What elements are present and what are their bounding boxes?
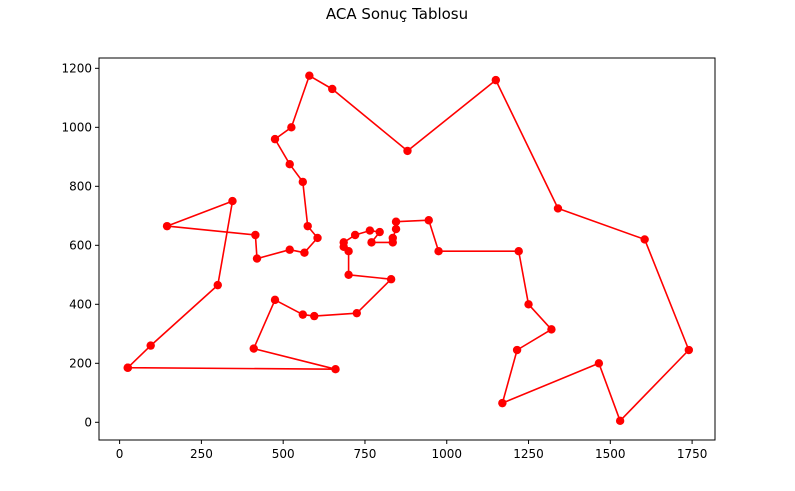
y-tick-label: 1000	[61, 120, 92, 134]
x-tick-label: 1500	[595, 447, 626, 461]
city-point	[298, 177, 308, 187]
city-point	[365, 226, 375, 235]
city-point	[287, 123, 296, 132]
city-point	[491, 75, 501, 85]
y-tick-label: 800	[69, 179, 92, 193]
city-point	[386, 275, 396, 284]
city-point	[684, 345, 694, 355]
city-point	[270, 134, 280, 144]
x-tick-label: 750	[354, 447, 377, 461]
x-axis: 0 250 500 750 1000 1250 1500 1750	[116, 440, 708, 461]
x-tick-label: 1000	[431, 447, 462, 461]
city-point	[512, 345, 522, 355]
city-point	[251, 230, 260, 240]
y-tick-label: 400	[69, 297, 92, 311]
tour-series	[123, 71, 694, 426]
city-point	[640, 235, 649, 244]
city-point	[303, 221, 312, 231]
y-tick-label: 200	[69, 356, 92, 370]
city-point	[213, 280, 222, 290]
city-point	[162, 221, 172, 231]
city-point	[249, 344, 258, 353]
city-point	[285, 245, 294, 254]
city-point	[391, 224, 401, 234]
city-point	[331, 365, 340, 374]
y-axis: 0 200 400 600 800 1000 1200	[61, 61, 99, 429]
x-tick-label: 250	[190, 447, 213, 461]
y-tick-label: 0	[84, 415, 92, 429]
city-point	[524, 300, 533, 309]
city-point	[285, 159, 294, 169]
city-point	[367, 238, 376, 247]
city-point	[344, 247, 353, 256]
city-point	[498, 398, 507, 408]
city-point	[298, 310, 308, 319]
city-point	[350, 230, 360, 240]
plot-area	[98, 57, 716, 441]
x-tick-label: 1750	[677, 447, 708, 461]
x-tick-label: 1250	[513, 447, 544, 461]
city-point	[310, 311, 319, 321]
x-tick-label: 0	[116, 447, 124, 461]
city-point	[547, 325, 556, 334]
city-point	[514, 247, 523, 256]
y-tick-label: 600	[69, 238, 92, 252]
city-point	[146, 341, 155, 350]
city-point	[403, 146, 412, 156]
city-point	[594, 359, 604, 368]
city-point	[328, 84, 337, 94]
city-point	[553, 204, 563, 213]
city-point	[300, 248, 309, 257]
city-point	[344, 270, 353, 280]
chart-title: ACA Sonuç Tablosu	[326, 5, 468, 23]
city-point	[305, 71, 314, 80]
city-point	[424, 216, 433, 225]
city-point	[270, 295, 280, 305]
city-point	[375, 227, 384, 237]
city-point	[123, 363, 132, 372]
city-point	[352, 308, 361, 318]
city-point	[388, 238, 397, 247]
city-point	[434, 247, 443, 256]
city-point	[228, 196, 237, 206]
x-tick-label: 500	[272, 447, 295, 461]
city-point	[391, 217, 401, 226]
y-tick-label: 1200	[61, 61, 92, 75]
city-point	[615, 416, 625, 426]
city-point	[313, 233, 322, 243]
city-point	[252, 254, 262, 263]
